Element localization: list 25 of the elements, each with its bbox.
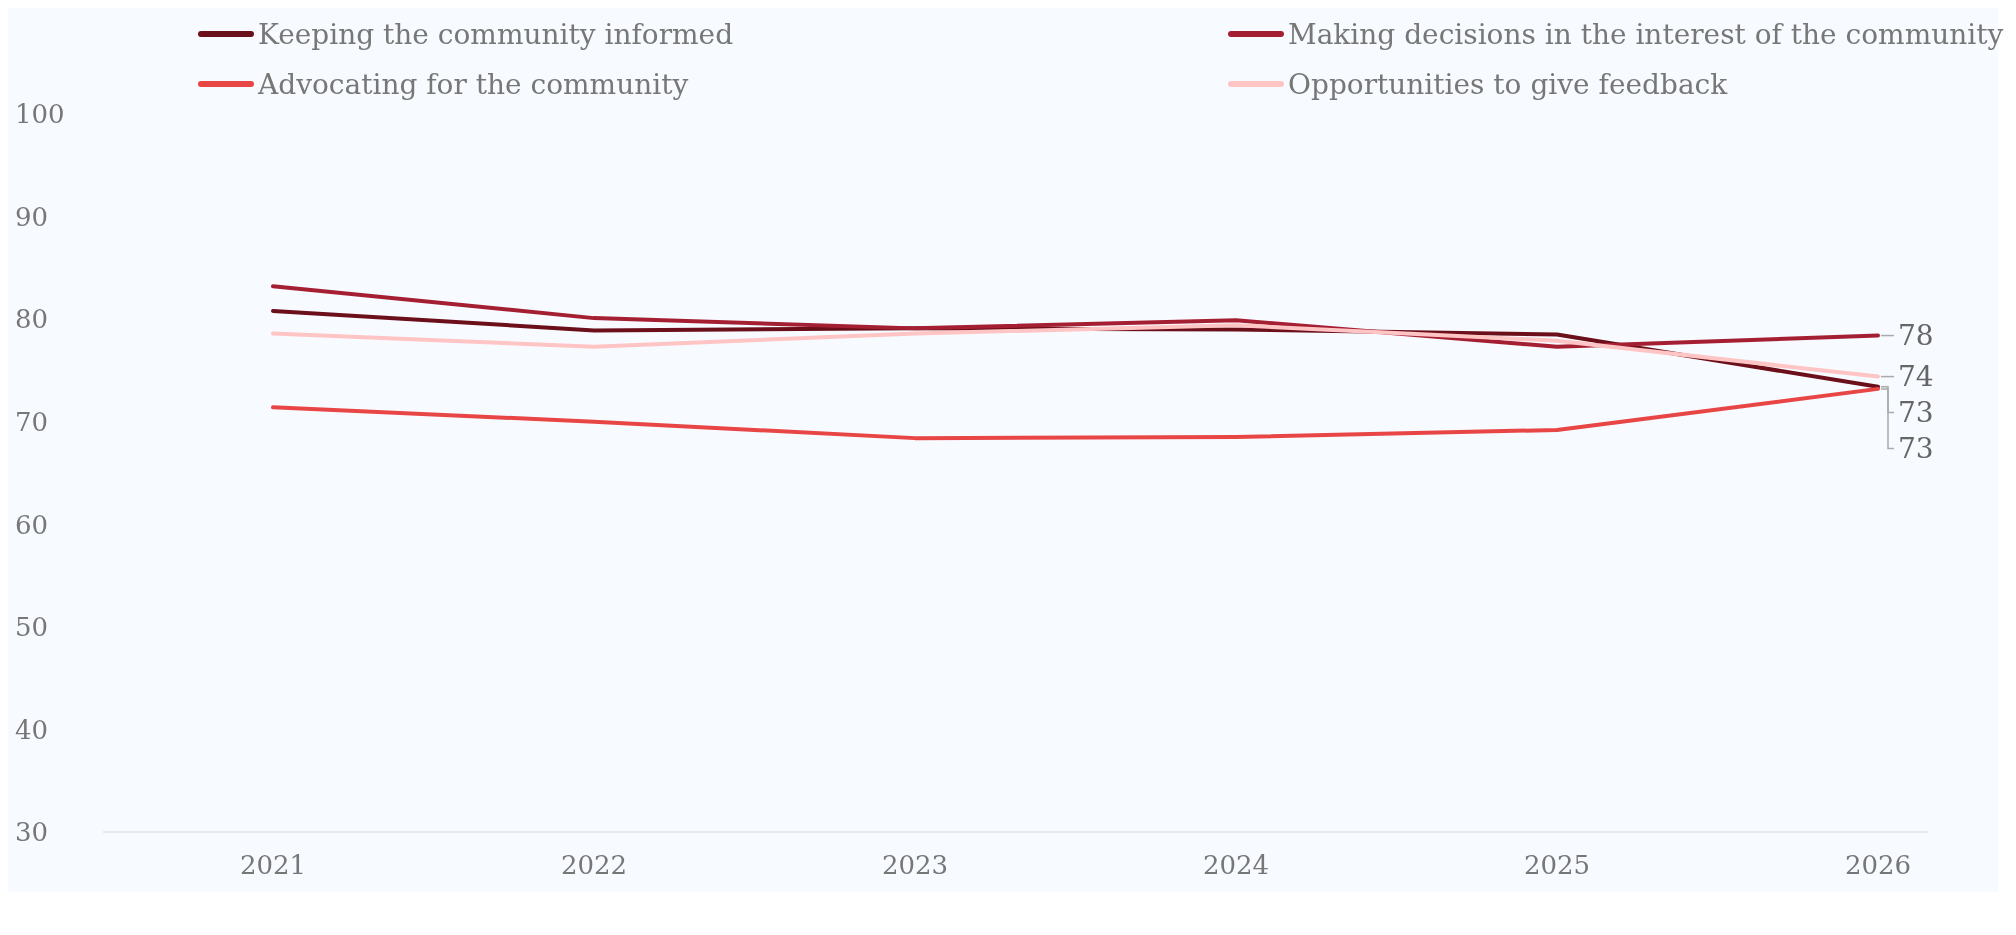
legend-label: Advocating for the community — [258, 67, 689, 101]
x-tick-label: 2021 — [239, 850, 307, 881]
y-tick-label: 60 — [15, 509, 49, 540]
y-tick-label: 80 — [15, 304, 49, 335]
y-tick-label: 50 — [15, 612, 49, 643]
line-series — [271, 323, 1880, 379]
y-tick-label: 40 — [15, 714, 49, 745]
x-tick-label: 2023 — [881, 850, 949, 881]
x-tick-label: 2022 — [560, 850, 628, 881]
legend-label: Keeping the community informed — [258, 17, 734, 51]
y-tick-label: 100 — [15, 99, 65, 130]
line-series — [271, 386, 1880, 441]
data-label: 78 — [1898, 319, 1934, 353]
legend-label: Making decisions in the interest of the community — [1288, 17, 2004, 51]
legend-label: Opportunities to give feedback — [1288, 67, 1728, 101]
x-tick-label: 2025 — [1523, 850, 1591, 881]
line-series — [271, 284, 1880, 349]
x-tick-label: 2024 — [1202, 850, 1270, 881]
x-tick-label: 2026 — [1844, 850, 1912, 881]
data-label: 73 — [1898, 432, 1934, 466]
y-tick-label: 30 — [15, 817, 49, 848]
data-label: 74 — [1898, 360, 1934, 394]
y-tick-label: 90 — [15, 201, 49, 232]
y-tick-label: 70 — [15, 406, 49, 437]
data-label: 73 — [1898, 396, 1934, 430]
